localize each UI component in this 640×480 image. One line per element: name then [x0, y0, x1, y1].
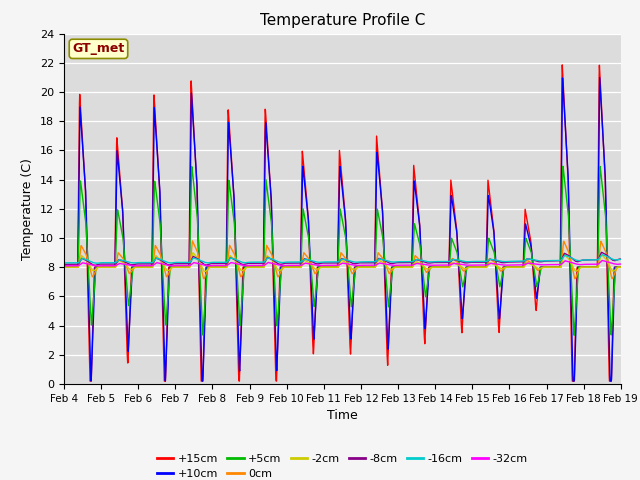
X-axis label: Time: Time	[327, 409, 358, 422]
Text: GT_met: GT_met	[72, 42, 125, 55]
Legend: +15cm, +10cm, +5cm, 0cm, -2cm, -8cm, -16cm, -32cm: +15cm, +10cm, +5cm, 0cm, -2cm, -8cm, -16…	[152, 449, 532, 480]
Title: Temperature Profile C: Temperature Profile C	[260, 13, 425, 28]
Y-axis label: Temperature (C): Temperature (C)	[22, 158, 35, 260]
